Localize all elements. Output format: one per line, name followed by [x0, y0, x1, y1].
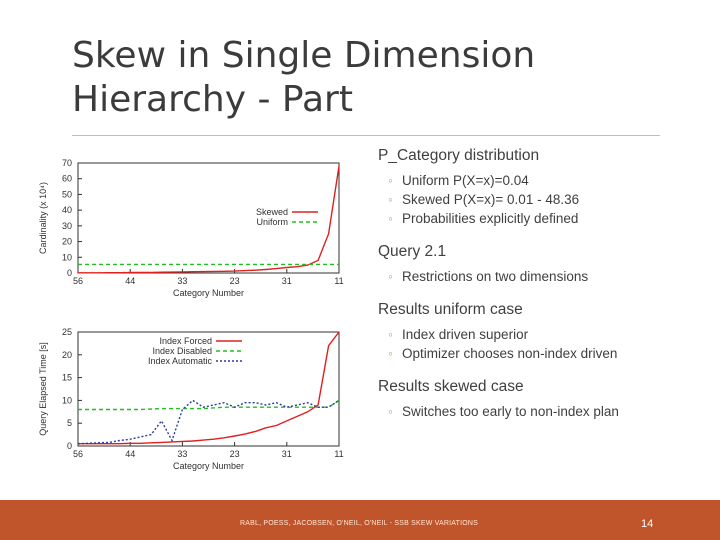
y-tick-label: 10	[62, 252, 72, 262]
bullet-icon: ◦	[388, 346, 393, 361]
x-tick-label: 23	[230, 449, 240, 459]
section-heading: Query 2.1	[378, 243, 447, 260]
y-tick-label: 5	[67, 418, 72, 428]
bullet-icon: ◦	[388, 269, 393, 284]
y-tick-label: 40	[62, 205, 72, 215]
x-axis-label: Category Number	[173, 461, 244, 471]
cardinality-chart: 0 10 20 30 40 50 60 70 56 44 33 23 31 11 Category Numb…	[38, 158, 344, 298]
y-tick-label: 20	[62, 350, 72, 360]
x-tick-label: 31	[282, 449, 292, 459]
y-tick-label: 25	[62, 327, 72, 337]
x-tick-label: 33	[177, 276, 187, 286]
y-tick-label: 20	[62, 237, 72, 247]
list-item: ◦ Skewed P(X=x)= 0.01 - 48.36	[388, 192, 580, 207]
y-tick-label: 60	[62, 174, 72, 184]
x-tick-label: 31	[282, 276, 292, 286]
x-tick-label: 11	[334, 449, 343, 459]
x-tick-label: 33	[177, 449, 187, 459]
title-divider	[72, 135, 660, 136]
y-axis-label: Query Elapsed Time [s]	[38, 342, 48, 436]
page-number: 14	[641, 518, 654, 530]
plot-frame	[77, 331, 340, 447]
x-tick-label: 23	[230, 276, 240, 286]
slide-title: Skew in Single Dimension Hierarchy - Par…	[72, 34, 672, 122]
x-tick-label: 44	[125, 276, 135, 286]
x-tick-label: 56	[73, 449, 83, 459]
bullet-list: P_Category distribution ◦ Uniform P(X=x)=…	[378, 146, 708, 435]
slide-title-line2: Hierarchy - Part	[72, 79, 353, 120]
elapsed-time-chart: 0 5 10 15 20 25 56 44 33 23 31 11 Category Number Que…	[38, 327, 344, 471]
bullet-icon: ◦	[388, 211, 393, 226]
legend-label: Uniform	[256, 217, 288, 227]
series-line-index-automatic	[77, 399, 340, 445]
section-heading: Results skewed case	[378, 378, 524, 395]
x-axis-label: Category Number	[173, 288, 244, 298]
list-item: ◦ Index driven superior	[388, 327, 529, 342]
legend-label: Index Forced	[159, 336, 212, 346]
list-item: ◦ Switches too early to non-index plan	[388, 404, 619, 419]
y-tick-label: 10	[62, 395, 72, 405]
section-category-distribution: P_Category distribution ◦ Uniform P(X=x)=…	[378, 146, 708, 227]
section-query: Query 2.1 ◦ Restrictions on two dimension…	[378, 242, 708, 285]
footer-authors: RABL, POESS, JACOBSEN, O'NEIL, O'NEIL - …	[240, 520, 479, 527]
y-tick-label: 0	[67, 441, 72, 451]
list-item: ◦ Optimizer chooses non-index driven	[388, 346, 618, 361]
y-tick-label: 15	[62, 373, 72, 383]
section-results-skewed: Results skewed case ◦ Switches too early …	[378, 377, 708, 420]
bullet-icon: ◦	[388, 327, 393, 342]
section-results-uniform: Results uniform case ◦ Index driven super…	[378, 300, 708, 362]
plot-frame	[77, 162, 340, 274]
list-item: ◦ Uniform P(X=x)=0.04	[388, 173, 529, 188]
bullet-icon: ◦	[388, 404, 393, 419]
legend-label: Index Automatic	[148, 356, 213, 366]
legend-label: Skewed	[256, 207, 288, 217]
series-line-skewed	[78, 165, 340, 274]
x-tick-label: 56	[73, 276, 83, 286]
legend-label: Index Disabled	[152, 346, 212, 356]
y-tick-label: 30	[62, 221, 72, 231]
x-tick-label: 11	[334, 276, 343, 286]
list-item: ◦ Restrictions on two dimensions	[388, 269, 589, 284]
footer-bar	[0, 500, 720, 540]
series-line-index-forced	[78, 331, 340, 445]
bullet-icon: ◦	[388, 173, 393, 188]
bullet-icon: ◦	[388, 192, 393, 207]
slide-title-line1: Skew in Single Dimension	[72, 35, 536, 76]
y-tick-label: 50	[62, 189, 72, 199]
section-heading: P_Category distribution	[378, 147, 540, 164]
section-heading: Results uniform case	[378, 301, 523, 318]
y-tick-label: 0	[67, 268, 72, 278]
y-axis-label: Cardinality (x 10⁴)	[38, 182, 48, 254]
list-item: ◦ Probabilities explicitly defined	[388, 211, 579, 226]
x-tick-label: 44	[125, 449, 135, 459]
y-tick-label: 70	[62, 158, 72, 168]
